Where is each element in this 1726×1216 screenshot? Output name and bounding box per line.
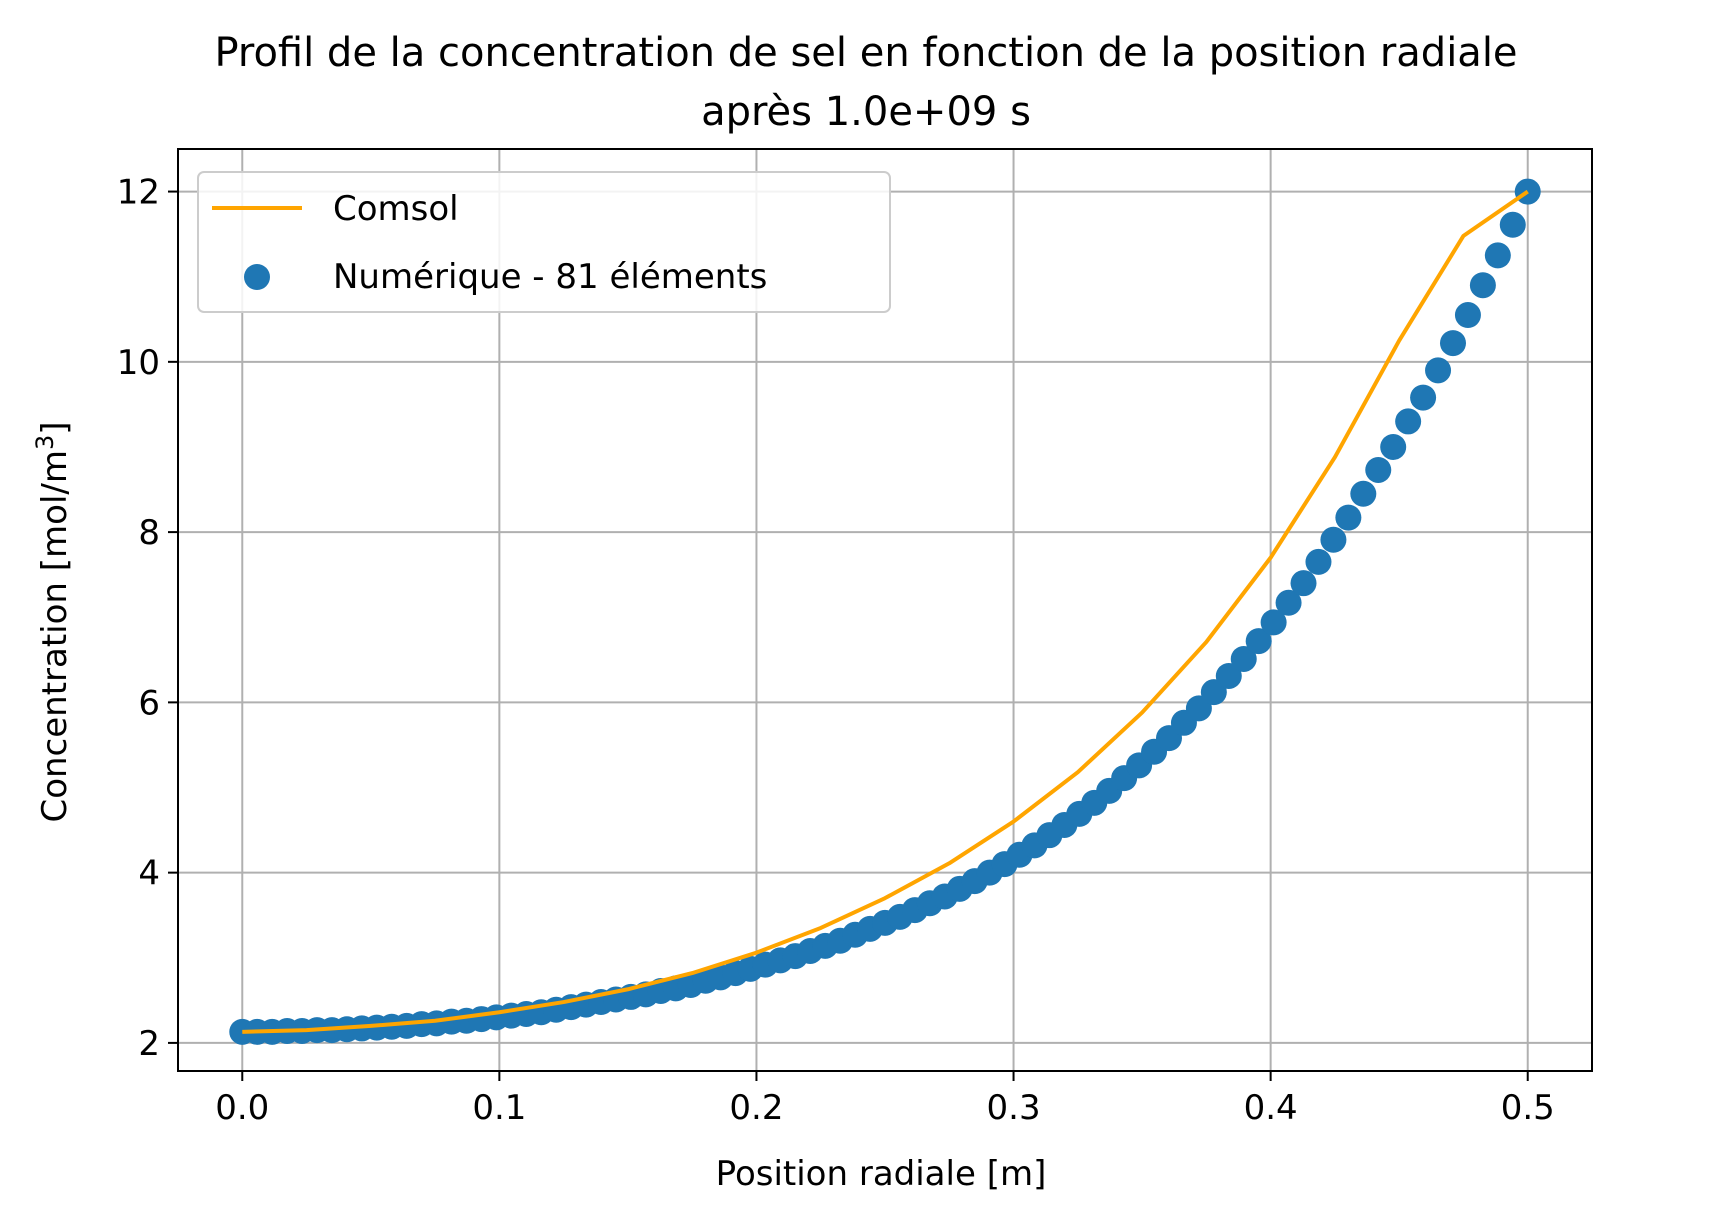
numerique-point [1245, 628, 1272, 655]
axes-frame [177, 148, 1593, 1072]
numerique-point [1275, 589, 1302, 616]
y-tick-label: 6 [138, 683, 160, 723]
y-tick-label: 10 [117, 343, 160, 383]
numerique-point [1335, 504, 1362, 531]
y-axis-label: Concentration [mol/m3] [31, 421, 75, 822]
numerique-point [1320, 526, 1347, 553]
numerique-point [1425, 357, 1452, 384]
legend-marker-swatch [244, 264, 270, 290]
numerique-point [1395, 408, 1422, 435]
y-axis-label-end: ] [35, 421, 75, 434]
chart-title: Profil de la concentration de sel en fon… [214, 30, 1517, 76]
x-tick-label: 0.1 [472, 1088, 526, 1128]
x-tick-label: 0.5 [1501, 1088, 1555, 1128]
numerique-point [1469, 272, 1496, 299]
comsol-line [242, 189, 1529, 1034]
numerique-point [1350, 480, 1377, 507]
numerique-point [1484, 242, 1511, 269]
numerique-point [1230, 645, 1257, 672]
axis-ticks: 0.0 0.1 0.2 0.3 0.4 0.5 2 4 6 8 10 12 [117, 173, 1555, 1128]
numerique-point [1380, 433, 1407, 460]
x-tick-label: 0.4 [1244, 1088, 1298, 1128]
x-tick-label: 0.3 [987, 1088, 1041, 1128]
x-tick-label: 0.2 [729, 1088, 783, 1128]
numerique-point [1215, 662, 1242, 689]
y-tick-label: 4 [138, 854, 160, 894]
y-tick-label: 2 [138, 1024, 160, 1064]
numerique-point [1365, 456, 1392, 483]
x-tick-label: 0.0 [215, 1088, 269, 1128]
numerique-point [1260, 609, 1287, 636]
numerique-point [1454, 302, 1481, 329]
legend-label-numerique: Numérique - 81 éléments [333, 257, 767, 297]
chart-subtitle: après 1.0e+09 s [701, 89, 1031, 135]
y-tick-label: 8 [138, 513, 160, 553]
y-axis-label-main: Concentration [mol/m [35, 450, 75, 823]
numerique-point [1305, 548, 1332, 575]
numerique-point [1439, 330, 1466, 357]
legend-box [197, 171, 891, 313]
numerique-point [1499, 211, 1526, 238]
y-tick-label: 12 [117, 173, 160, 213]
numerique-point [1290, 570, 1317, 597]
plot-data [229, 178, 1541, 1045]
legend-label-comsol: Comsol [333, 189, 459, 229]
numerique-point [1410, 384, 1437, 411]
legend: Comsol Numérique - 81 éléments [197, 171, 891, 313]
x-axis-label: Position radiale [m] [716, 1154, 1047, 1194]
y-axis-label-superscript: 3 [31, 435, 59, 450]
